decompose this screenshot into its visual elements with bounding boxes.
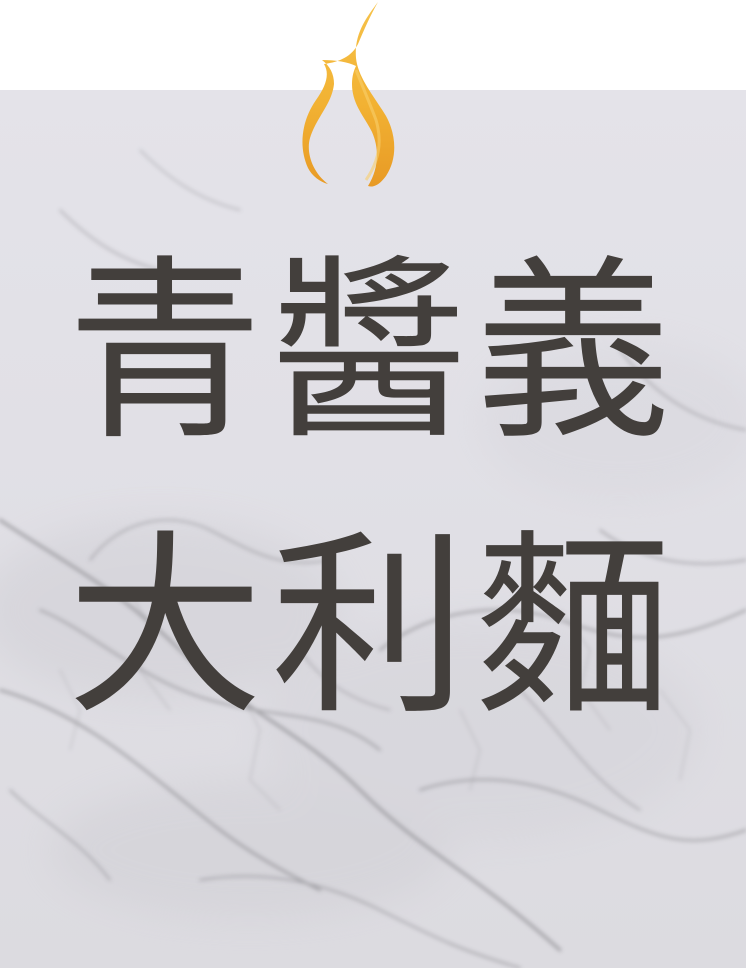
marble-background xyxy=(0,90,746,968)
top-white-strip xyxy=(0,0,746,90)
marble-veins xyxy=(0,149,746,968)
title-line-2: 大利麵 xyxy=(66,514,679,742)
flame-icon xyxy=(302,2,395,187)
title-line-1: 青醬義 xyxy=(66,239,679,467)
